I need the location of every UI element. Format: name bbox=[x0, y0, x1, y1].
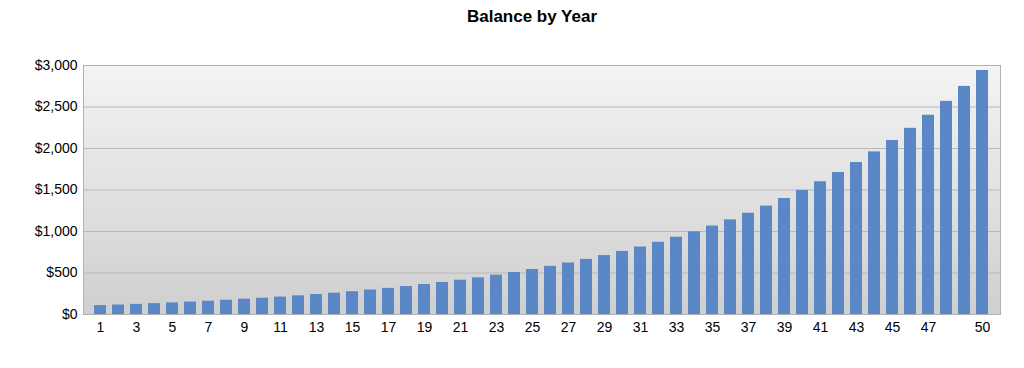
svg-text:11: 11 bbox=[273, 319, 288, 335]
svg-text:$0: $0 bbox=[62, 306, 78, 322]
svg-text:33: 33 bbox=[669, 319, 685, 335]
svg-text:$2,000: $2,000 bbox=[35, 140, 78, 156]
svg-text:31: 31 bbox=[633, 319, 649, 335]
svg-text:19: 19 bbox=[417, 319, 433, 335]
svg-text:5: 5 bbox=[169, 319, 177, 335]
svg-text:37: 37 bbox=[741, 319, 757, 335]
svg-text:$3,000: $3,000 bbox=[35, 57, 78, 73]
svg-text:41: 41 bbox=[813, 319, 829, 335]
svg-text:39: 39 bbox=[777, 319, 793, 335]
svg-text:$1,000: $1,000 bbox=[35, 223, 78, 239]
svg-text:50: 50 bbox=[975, 319, 991, 335]
svg-text:9: 9 bbox=[241, 319, 249, 335]
svg-text:21: 21 bbox=[453, 319, 469, 335]
svg-text:23: 23 bbox=[489, 319, 505, 335]
svg-text:29: 29 bbox=[597, 319, 613, 335]
svg-text:$1,500: $1,500 bbox=[35, 181, 78, 197]
svg-text:3: 3 bbox=[133, 319, 141, 335]
svg-text:47: 47 bbox=[921, 319, 937, 335]
svg-text:27: 27 bbox=[561, 319, 577, 335]
svg-text:13: 13 bbox=[309, 319, 325, 335]
svg-text:25: 25 bbox=[525, 319, 541, 335]
svg-text:35: 35 bbox=[705, 319, 721, 335]
svg-text:$2,500: $2,500 bbox=[35, 98, 78, 114]
svg-text:7: 7 bbox=[205, 319, 213, 335]
svg-text:15: 15 bbox=[345, 319, 361, 335]
svg-text:17: 17 bbox=[381, 319, 397, 335]
svg-text:45: 45 bbox=[885, 319, 901, 335]
svg-text:1: 1 bbox=[97, 319, 105, 335]
svg-text:$500: $500 bbox=[46, 264, 77, 280]
html-text:Balance by Year: Balance by Year bbox=[466, 7, 597, 26]
svg-text:43: 43 bbox=[849, 319, 865, 335]
